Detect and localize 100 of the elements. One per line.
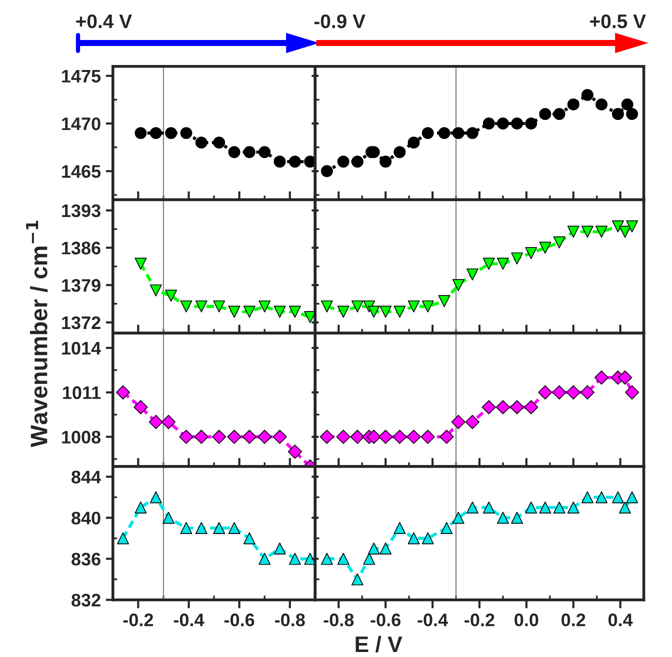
point [626, 491, 638, 504]
point [320, 300, 333, 312]
point [351, 573, 364, 586]
point [596, 98, 608, 110]
point [496, 118, 509, 130]
point [116, 385, 130, 400]
y-tick-label: 1386 [62, 242, 100, 254]
point [538, 385, 552, 400]
point [525, 247, 538, 260]
point [452, 512, 464, 524]
y-tick-label: 1393 [62, 204, 100, 218]
point [482, 502, 495, 514]
point [368, 542, 380, 555]
point [194, 430, 208, 444]
point [242, 430, 257, 444]
point [274, 156, 286, 168]
x-tick-label: -0.4 [174, 614, 204, 626]
point [619, 502, 631, 514]
point [288, 552, 301, 565]
point [227, 430, 242, 444]
point [440, 430, 454, 444]
point [288, 306, 301, 318]
point [213, 136, 226, 149]
y-tick-label: 1379 [62, 279, 100, 292]
point [337, 552, 350, 565]
point [258, 552, 271, 565]
point [392, 430, 407, 444]
point [336, 430, 350, 444]
point [368, 306, 380, 318]
point [228, 306, 240, 318]
point [539, 242, 552, 254]
point [258, 300, 271, 312]
point [496, 512, 509, 524]
x-tick-label: 0.0 [514, 614, 538, 626]
point [524, 400, 538, 414]
point [150, 284, 162, 296]
point [243, 306, 256, 318]
x-tick-label: -0.8 [324, 614, 354, 626]
x-tick-label: 0.4 [608, 614, 633, 626]
point [511, 118, 524, 130]
point [452, 127, 464, 140]
point [466, 268, 478, 280]
point [320, 165, 333, 178]
point [213, 522, 226, 534]
point [258, 146, 271, 158]
x-tick-label: -0.2 [464, 614, 494, 626]
point [179, 430, 194, 444]
point [581, 226, 594, 238]
point [378, 430, 393, 444]
point [438, 127, 450, 140]
point [567, 226, 580, 238]
point [422, 532, 434, 544]
point [580, 385, 595, 400]
point [451, 414, 466, 430]
point [466, 127, 478, 140]
point [180, 127, 192, 140]
point [581, 491, 594, 504]
y-tick-label: 840 [72, 512, 100, 524]
point [566, 385, 580, 400]
y-tick-label: 832 [72, 594, 100, 607]
point [394, 146, 406, 158]
point [150, 491, 162, 504]
point [422, 300, 434, 312]
point [195, 300, 208, 312]
point [466, 502, 478, 514]
point [165, 127, 178, 140]
point [337, 156, 350, 168]
y-tick-label: 1008 [62, 430, 101, 444]
point [180, 522, 192, 534]
point [596, 491, 608, 504]
point [422, 127, 434, 140]
point [482, 118, 495, 130]
x-axis-title: E / V [356, 636, 402, 652]
x-tick-label: -0.8 [275, 614, 305, 626]
point [408, 532, 420, 544]
point [243, 146, 256, 158]
point [619, 226, 631, 238]
point [134, 258, 147, 270]
point [350, 430, 364, 444]
point [482, 400, 496, 414]
point [304, 311, 316, 324]
point [420, 430, 435, 444]
point [272, 430, 287, 444]
point [162, 512, 174, 524]
point [380, 306, 392, 318]
point [511, 512, 524, 524]
point [288, 444, 302, 459]
point [243, 532, 256, 544]
point [496, 400, 510, 414]
point [510, 400, 524, 414]
point [553, 236, 566, 248]
y-tick-label: 1011 [63, 386, 101, 400]
point [380, 156, 392, 168]
text: +0.4 V [76, 14, 132, 28]
point [553, 502, 566, 514]
x-tick-label: -0.6 [224, 614, 254, 626]
y-tick-label: 1465 [62, 165, 101, 178]
point [482, 258, 495, 270]
y-tick-label: 844 [72, 470, 101, 484]
point [596, 226, 608, 238]
